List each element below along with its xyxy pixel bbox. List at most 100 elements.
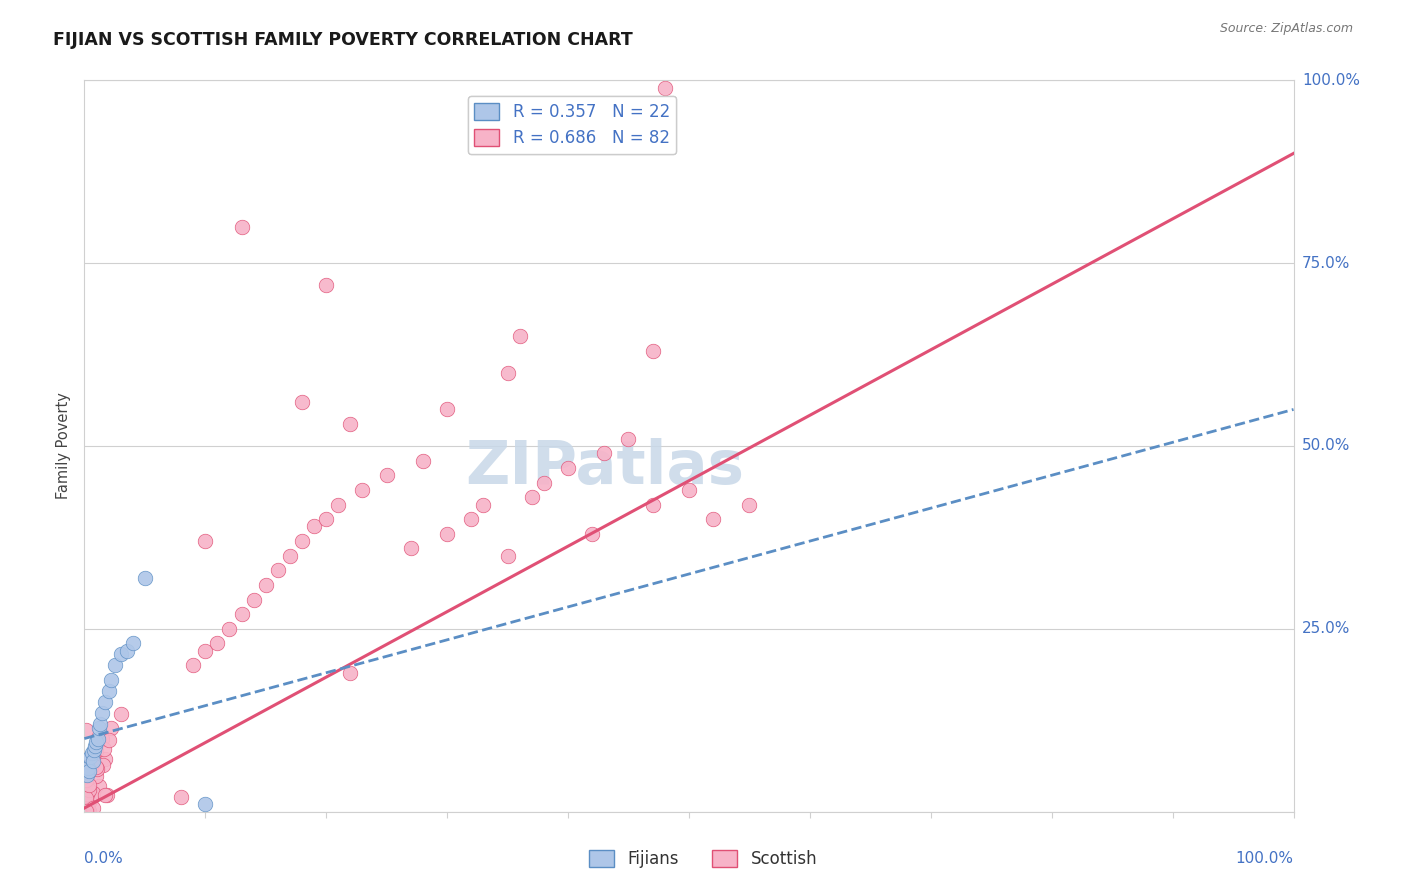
- Point: [412, 453, 434, 467]
- Point: [98, 732, 121, 747]
- Point: [436, 526, 458, 541]
- Point: [100, 721, 122, 735]
- Point: [242, 592, 264, 607]
- Point: [641, 498, 664, 512]
- Point: [110, 706, 132, 721]
- Point: [315, 512, 337, 526]
- Point: [231, 607, 253, 622]
- Point: [533, 475, 555, 490]
- Text: Source: ZipAtlas.com: Source: ZipAtlas.com: [1219, 22, 1353, 36]
- Point: [97, 684, 120, 698]
- Point: [91, 758, 114, 772]
- Point: [76, 796, 98, 810]
- Point: [678, 483, 700, 497]
- Text: ZIPatlas: ZIPatlas: [465, 439, 744, 498]
- Point: [472, 498, 495, 512]
- Point: [496, 366, 519, 380]
- Text: 25.0%: 25.0%: [1302, 622, 1350, 636]
- Point: [617, 432, 640, 446]
- Point: [134, 571, 156, 585]
- Point: [339, 417, 361, 431]
- Point: [593, 446, 616, 460]
- Point: [641, 343, 664, 358]
- Point: [339, 665, 361, 680]
- Point: [82, 754, 104, 768]
- Point: [194, 644, 217, 658]
- Point: [121, 636, 143, 650]
- Point: [77, 778, 100, 792]
- Point: [170, 790, 193, 805]
- Point: [91, 731, 114, 746]
- Point: [79, 795, 101, 809]
- Point: [79, 757, 101, 772]
- Point: [75, 772, 97, 787]
- Point: [93, 742, 115, 756]
- Point: [87, 721, 110, 735]
- Point: [89, 717, 111, 731]
- Point: [93, 789, 115, 803]
- Point: [302, 519, 325, 533]
- Text: FIJIAN VS SCOTTISH FAMILY POVERTY CORRELATION CHART: FIJIAN VS SCOTTISH FAMILY POVERTY CORREL…: [53, 31, 633, 49]
- Point: [328, 498, 350, 512]
- Point: [315, 278, 337, 293]
- Point: [207, 636, 229, 650]
- Point: [80, 746, 103, 760]
- Point: [75, 803, 97, 817]
- Point: [75, 766, 97, 780]
- Point: [76, 768, 98, 782]
- Point: [77, 804, 100, 818]
- Point: [100, 673, 122, 687]
- Point: [82, 786, 104, 800]
- Point: [218, 622, 240, 636]
- Legend: Fijians, Scottish: Fijians, Scottish: [582, 843, 824, 875]
- Point: [96, 789, 118, 803]
- Point: [94, 695, 117, 709]
- Point: [496, 549, 519, 563]
- Point: [77, 791, 100, 805]
- Point: [86, 735, 108, 749]
- Y-axis label: Family Poverty: Family Poverty: [56, 392, 72, 500]
- Point: [86, 762, 108, 776]
- Point: [702, 512, 724, 526]
- Point: [375, 468, 398, 483]
- Point: [352, 483, 374, 497]
- Point: [557, 461, 579, 475]
- Point: [291, 395, 314, 409]
- Point: [110, 648, 132, 662]
- Text: 100.0%: 100.0%: [1236, 851, 1294, 865]
- Point: [654, 80, 676, 95]
- Point: [84, 739, 107, 753]
- Point: [181, 658, 204, 673]
- Point: [77, 764, 100, 779]
- Point: [115, 644, 138, 658]
- Point: [83, 742, 105, 756]
- Point: [75, 723, 97, 738]
- Point: [267, 563, 290, 577]
- Point: [82, 790, 104, 805]
- Text: 0.0%: 0.0%: [84, 851, 124, 865]
- Point: [194, 797, 217, 812]
- Point: [79, 749, 101, 764]
- Point: [76, 804, 98, 818]
- Point: [194, 534, 217, 549]
- Point: [80, 786, 103, 800]
- Point: [79, 783, 101, 797]
- Point: [581, 526, 603, 541]
- Text: 50.0%: 50.0%: [1302, 439, 1350, 453]
- Point: [84, 743, 107, 757]
- Point: [460, 512, 482, 526]
- Point: [738, 498, 761, 512]
- Legend: R = 0.357   N = 22, R = 0.686   N = 82: R = 0.357 N = 22, R = 0.686 N = 82: [468, 96, 676, 154]
- Point: [75, 804, 97, 818]
- Point: [104, 658, 127, 673]
- Point: [91, 706, 114, 720]
- Point: [520, 490, 543, 504]
- Point: [77, 761, 100, 775]
- Point: [82, 801, 104, 815]
- Point: [254, 578, 277, 592]
- Point: [84, 769, 107, 783]
- Point: [82, 747, 104, 762]
- Point: [399, 541, 422, 556]
- Point: [89, 779, 111, 793]
- Text: 75.0%: 75.0%: [1302, 256, 1350, 270]
